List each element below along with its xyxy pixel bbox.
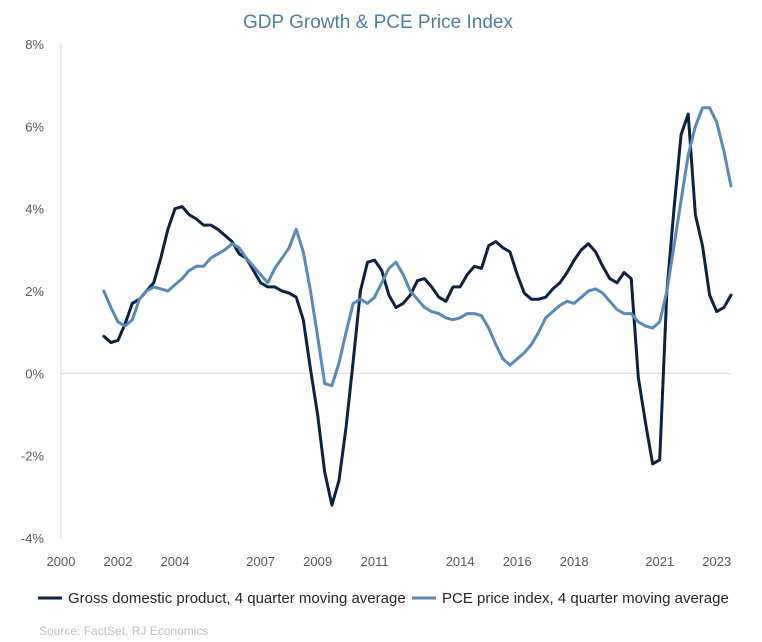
x-tick-label: 2014 (446, 554, 475, 569)
legend-label-1: Gross domestic product, 4 quarter moving… (68, 590, 406, 607)
series-line-1 (102, 112, 733, 507)
y-tick-label: 4% (25, 202, 44, 217)
x-tick-label: 2016 (503, 554, 532, 569)
y-tick-label: -4% (21, 531, 45, 546)
chart-title: GDP Growth & PCE Price Index (243, 12, 513, 33)
x-tick-label: 2002 (104, 554, 133, 569)
x-tick-label: 2023 (702, 554, 731, 569)
y-tick-label: 0% (25, 366, 44, 381)
x-tick-label: 2007 (246, 554, 275, 569)
y-tick-label: -2% (21, 449, 45, 464)
y-tick-label: 6% (25, 119, 44, 134)
legend-label-2: PCE price index, 4 quarter moving averag… (442, 590, 729, 607)
x-tick-label: 2011 (361, 554, 389, 569)
y-axis: 8% 6% 4% 2% 0% -2% -4% (21, 37, 731, 546)
x-tick-label: 2000 (47, 554, 76, 569)
x-axis: 2000 2002 2004 2007 2009 2011 2014 2016 2018 2021… (47, 554, 732, 569)
series-layer (102, 106, 733, 507)
source-note: Source: FactSet, RJ Economics (39, 624, 208, 638)
x-tick-label: 2018 (560, 554, 589, 569)
x-tick-label: 2004 (161, 554, 190, 569)
y-tick-label: 8% (25, 37, 44, 52)
x-tick-label: 2021 (645, 554, 674, 569)
x-tick-label: 2009 (303, 554, 332, 569)
series-line-2 (102, 106, 733, 388)
y-tick-label: 2% (25, 284, 44, 299)
legend: Gross domestic product, 4 quarter moving… (38, 590, 729, 607)
